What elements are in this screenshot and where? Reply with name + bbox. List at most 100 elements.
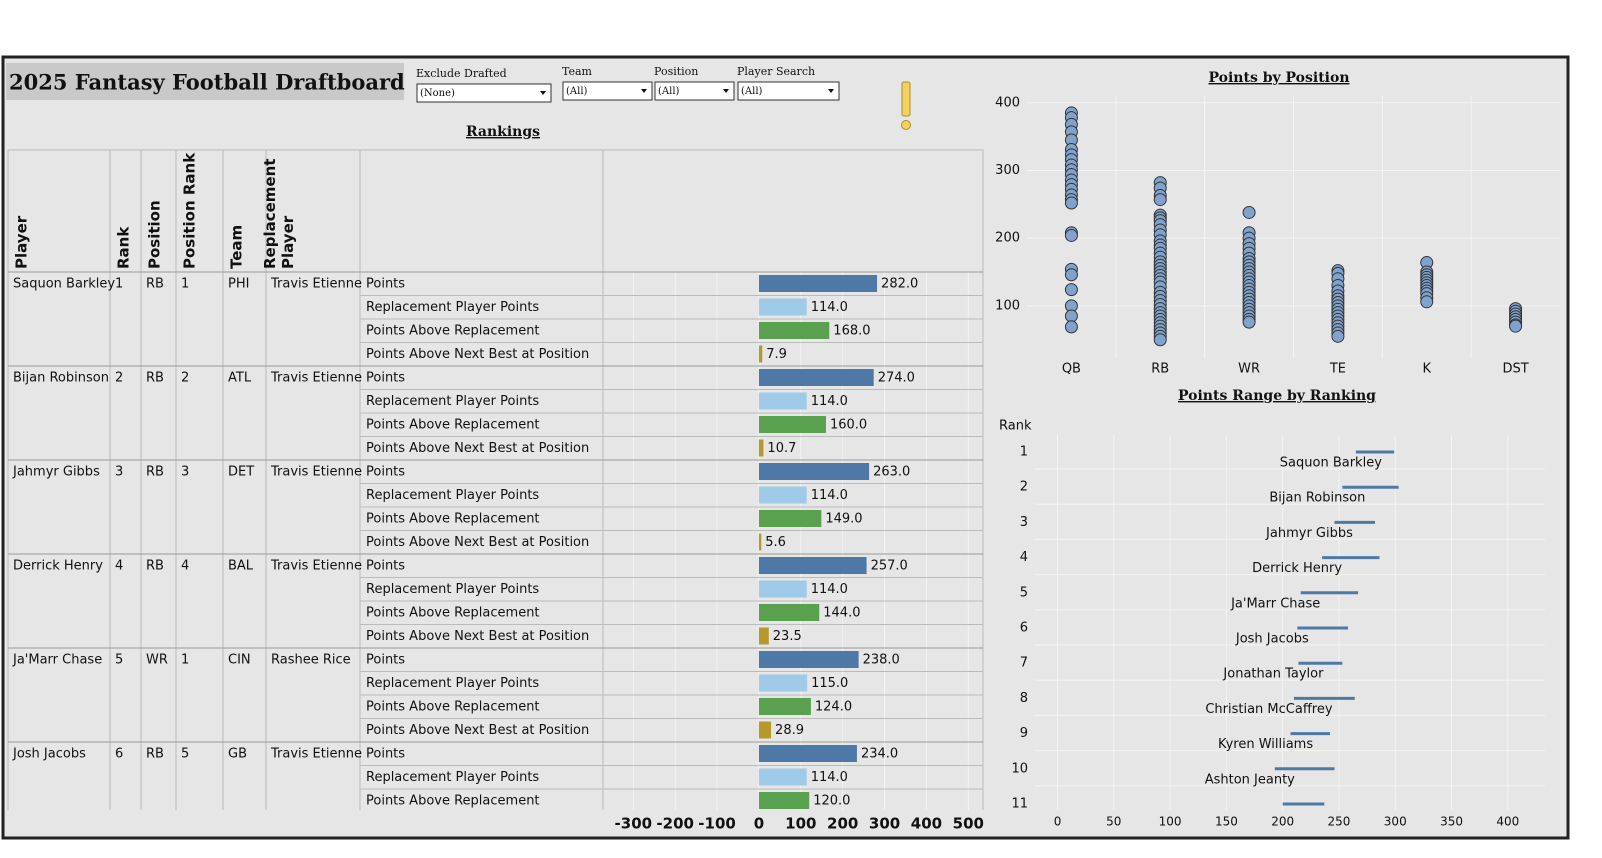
rankings-title: Rankings <box>466 124 540 140</box>
dropdown-value: (All) <box>658 86 680 97</box>
x-tick-label: -300 <box>615 815 653 833</box>
y-axis-title: Rank <box>999 419 1032 434</box>
measure-name: Points Above Replacement <box>366 512 540 527</box>
point <box>1064 196 1078 210</box>
player-label: Bijan Robinson <box>1269 491 1365 506</box>
value-label: 115.0 <box>811 676 848 691</box>
column-header: Player <box>13 215 31 269</box>
table-cell: RB <box>146 371 164 386</box>
measure-name: Replacement Player Points <box>366 676 539 691</box>
bar <box>758 627 769 645</box>
rank-label: 7 <box>1020 656 1028 671</box>
table-cell: Travis Etienne <box>270 277 362 292</box>
x-tick-label: 350 <box>1440 815 1463 829</box>
measure-name: Points Above Replacement <box>366 324 540 339</box>
table-cell: Rashee Rice <box>271 653 351 668</box>
dropdown-arrow <box>641 89 647 93</box>
point <box>1064 320 1078 334</box>
table-cell: 4 <box>181 559 189 574</box>
player-label: Jahmyr Gibbs <box>1265 526 1353 541</box>
value-label: 238.0 <box>863 653 900 668</box>
measure-name: Replacement Player Points <box>366 488 539 503</box>
table-cell: Ja'Marr Chase <box>12 653 102 668</box>
bar <box>758 651 859 668</box>
table-cell: 2 <box>181 371 189 386</box>
x-tick-label: 250 <box>1328 815 1351 829</box>
value-label: 23.5 <box>773 629 802 644</box>
bar <box>758 510 822 527</box>
player-label: Kyren Williams <box>1218 737 1313 752</box>
table-cell: ATL <box>228 371 252 386</box>
filter-dropdown[interactable]: (All) <box>562 81 653 101</box>
measure-name: Points <box>366 653 405 668</box>
bar <box>758 392 807 410</box>
bar <box>758 604 820 621</box>
dropdown-arrow <box>828 89 834 93</box>
dropdown-box <box>416 83 552 103</box>
bar <box>758 345 763 363</box>
x-tick-label: 200 <box>827 815 858 833</box>
filter-dropdown[interactable]: (All) <box>654 81 735 101</box>
filter-dropdown[interactable]: (All) <box>737 81 840 101</box>
x-tick-label: 200 <box>1271 815 1294 829</box>
x-tick-label: 300 <box>1384 815 1407 829</box>
table-cell: 6 <box>115 747 123 762</box>
table-cell: Bijan Robinson <box>13 371 109 386</box>
measure-name: Points Above Replacement <box>366 606 540 621</box>
value-label: 274.0 <box>878 371 915 386</box>
range-plot: 1 Saquon Barkley 2 Bijan Robinson 3 Jahmyr Gi… <box>1011 435 1545 810</box>
column-header: Rank <box>115 226 133 269</box>
bar <box>758 416 826 433</box>
table-cell: 1 <box>181 653 189 668</box>
x-tick-label: 500 <box>953 815 984 833</box>
bar <box>758 298 807 316</box>
table-cell: Travis Etienne <box>270 371 362 386</box>
x-tick-label: 100 <box>1159 815 1182 829</box>
x-tick-label: RB <box>1151 362 1169 377</box>
table-cell: DET <box>228 465 254 480</box>
point <box>1153 193 1167 207</box>
value-label: 114.0 <box>811 488 848 503</box>
bar <box>758 792 810 809</box>
y-tick-label: 200 <box>995 231 1020 246</box>
filter-label: Exclude Drafted <box>416 67 507 80</box>
measure-name: Replacement Player Points <box>366 394 539 409</box>
player-label: Jonathan Taylor <box>1222 667 1324 682</box>
y-tick-label: 300 <box>995 163 1020 178</box>
table-cell: PHI <box>228 277 249 292</box>
rankings-table: Player Rank Position Position Rank Team Repla… <box>7 149 984 810</box>
point <box>1064 309 1078 323</box>
point <box>1064 228 1078 242</box>
measure-name: Replacement Player Points <box>366 582 539 597</box>
filter-dropdown[interactable]: (None) <box>416 83 552 103</box>
dropdown-value: (All) <box>741 86 763 97</box>
rank-label: 5 <box>1020 585 1028 600</box>
value-label: 5.6 <box>765 535 786 550</box>
player-label: Josh Jacobs <box>1235 632 1309 647</box>
bar <box>758 486 807 504</box>
point <box>1242 315 1256 329</box>
rank-label: 8 <box>1020 691 1028 706</box>
dropdown-value: (All) <box>566 86 588 97</box>
filter-label: Player Search <box>737 65 815 78</box>
table-cell: Saquon Barkley <box>13 277 115 292</box>
title-box <box>6 63 404 100</box>
bar <box>758 698 811 715</box>
value-label: 234.0 <box>861 747 898 762</box>
table-cell: WR <box>146 653 168 668</box>
value-label: 168.0 <box>833 324 870 339</box>
measure-name: Points Above Next Best at Position <box>366 629 589 644</box>
point <box>1064 268 1078 282</box>
measure-name: Points Above Next Best at Position <box>366 535 589 550</box>
value-label: 144.0 <box>823 606 860 621</box>
x-tick-label: 0 <box>1054 815 1062 829</box>
header-line: Player <box>279 215 297 269</box>
x-tick-label: -100 <box>698 815 736 833</box>
value-label: 149.0 <box>825 512 862 527</box>
x-tick-label: 0 <box>754 815 764 833</box>
dropdown-arrow <box>723 89 729 93</box>
column-header: ReplacementPlayer <box>261 159 297 269</box>
table-cell: Josh Jacobs <box>12 747 86 762</box>
table-cell: Jahmyr Gibbs <box>12 465 100 480</box>
chart-title: Points by Position <box>1209 70 1350 86</box>
